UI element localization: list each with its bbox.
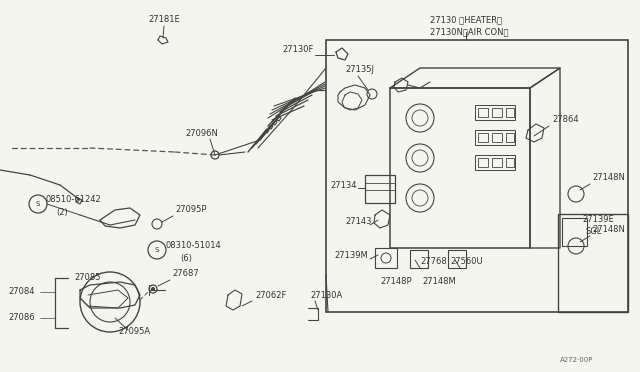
Bar xyxy=(492,108,502,117)
Text: 27143: 27143 xyxy=(345,218,371,227)
Text: 27148N: 27148N xyxy=(592,173,625,183)
Text: 08310-51014: 08310-51014 xyxy=(165,241,221,250)
Bar xyxy=(506,108,514,117)
Text: 27139E: 27139E xyxy=(582,215,614,224)
Text: A272·00P: A272·00P xyxy=(560,357,593,363)
Bar xyxy=(375,248,397,268)
Bar xyxy=(475,155,515,170)
Text: 27086: 27086 xyxy=(8,314,35,323)
Bar xyxy=(558,214,628,312)
Text: 27084: 27084 xyxy=(8,288,35,296)
Bar xyxy=(475,105,515,120)
Text: 27130F: 27130F xyxy=(282,45,314,55)
Bar xyxy=(562,218,587,246)
Text: (6): (6) xyxy=(180,253,192,263)
Text: SGL: SGL xyxy=(586,228,602,237)
Bar xyxy=(478,158,488,167)
Text: 27134: 27134 xyxy=(330,180,356,189)
Bar xyxy=(478,133,488,142)
Text: 27095P: 27095P xyxy=(175,205,207,215)
Bar xyxy=(448,250,466,268)
Text: 08510-61242: 08510-61242 xyxy=(46,196,102,205)
Text: 27687: 27687 xyxy=(172,269,199,279)
Bar xyxy=(475,130,515,145)
Bar xyxy=(478,108,488,117)
Bar xyxy=(410,250,428,268)
Bar xyxy=(492,158,502,167)
Bar xyxy=(492,133,502,142)
Text: 27139M: 27139M xyxy=(334,251,368,260)
Bar xyxy=(326,40,628,312)
Text: S: S xyxy=(155,247,159,253)
Text: 27181E: 27181E xyxy=(148,16,180,25)
Text: 27095A: 27095A xyxy=(118,327,150,337)
Text: 27864: 27864 xyxy=(552,115,579,125)
Text: (2): (2) xyxy=(56,208,68,217)
Text: 27135J: 27135J xyxy=(345,65,374,74)
Text: 27560U: 27560U xyxy=(450,257,483,266)
Text: 27096N: 27096N xyxy=(185,128,218,138)
Text: 27085: 27085 xyxy=(74,273,100,282)
Text: 27130N〈AIR CON〉: 27130N〈AIR CON〉 xyxy=(430,28,509,36)
Bar xyxy=(506,133,514,142)
Text: 27768: 27768 xyxy=(420,257,447,266)
Text: 27148P: 27148P xyxy=(380,278,412,286)
Text: 27148N: 27148N xyxy=(592,225,625,234)
Text: 27130 〈HEATER〉: 27130 〈HEATER〉 xyxy=(430,16,502,25)
Bar xyxy=(365,175,395,203)
Text: S: S xyxy=(36,201,40,207)
Bar xyxy=(390,88,530,248)
Bar xyxy=(506,158,514,167)
Text: 27062F: 27062F xyxy=(255,291,286,299)
Text: 27148M: 27148M xyxy=(422,278,456,286)
Circle shape xyxy=(152,288,154,291)
Text: 27130A: 27130A xyxy=(310,291,342,299)
